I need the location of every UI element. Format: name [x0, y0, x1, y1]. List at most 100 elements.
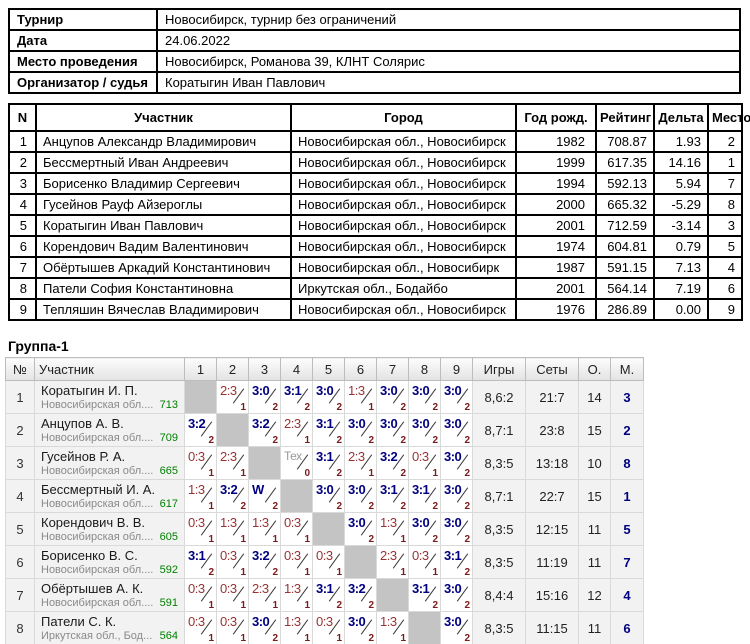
points-earned: 1 [336, 567, 342, 578]
score-cell: 2:3 1 [376, 545, 409, 579]
place-final: 5 [610, 512, 644, 546]
info-row: Турнир Новосибирск, турнир без ограничени… [8, 8, 741, 31]
points-earned: 2 [336, 468, 342, 479]
score-cell: 3:0 2 [408, 413, 441, 447]
group-row-number: 3 [5, 446, 35, 480]
score-value: 3:0 [444, 515, 462, 530]
player-number: 1 [8, 130, 37, 153]
score-cell: 3:0 2 [440, 479, 473, 513]
score-value: Тех [284, 449, 302, 463]
score-value: 3:1 [316, 581, 334, 596]
score-value: 0:3 [220, 548, 237, 563]
players-header-row: N Участник Город Год рожд. Рейтинг Дельта Мест… [8, 103, 750, 132]
place-final: 3 [610, 380, 644, 414]
group-row: 1 Коратыгин И. П. Новосибирская обл.... 713… [5, 380, 644, 414]
participant-name: Обёртышев А. К. [41, 581, 144, 596]
points-earned: 2 [368, 600, 374, 611]
score-value: 3:0 [348, 416, 366, 431]
group-participant-cell: Корендович В. В. Новосибирская обл.... 605 [34, 512, 185, 546]
self-cell [344, 545, 377, 579]
score-cell: 3:0 2 [312, 380, 345, 414]
score-value: 1:3 [220, 515, 237, 530]
points-earned: 1 [432, 468, 438, 479]
info-value: Новосибирск, турнир без ограничений [156, 8, 741, 31]
player-name: Обёртышев Аркадий Константинович [35, 256, 292, 279]
group-row-number: 5 [5, 512, 35, 546]
score-value: 3:0 [380, 383, 398, 398]
participant-region: Иркутская обл., Бод... [41, 630, 153, 642]
score-cell: 3:1 2 [312, 413, 345, 447]
score-value: 0:3 [412, 449, 429, 464]
score-value: 3:0 [444, 449, 462, 464]
points-earned: 2 [272, 501, 278, 512]
score-cell: 2:3 1 [216, 446, 249, 480]
score-cell: 2:3 1 [216, 380, 249, 414]
score-value: 3:2 [252, 416, 270, 431]
score-value: 3:2 [220, 482, 238, 497]
points-earned: 2 [432, 402, 438, 413]
player-place: 9 [707, 298, 743, 321]
score-cell: Тех 0 [280, 446, 313, 480]
player-name: Анцупов Александр Владимирович [35, 130, 292, 153]
players-column-header: Рейтинг [595, 103, 655, 132]
points-earned: 1 [272, 534, 278, 545]
points-earned: 2 [272, 633, 278, 644]
participant-rating: 592 [159, 564, 178, 576]
participant-name: Корендович В. В. [41, 515, 145, 530]
player-city: Новосибирская обл., Новосибирск [290, 214, 517, 237]
points-earned: 2 [272, 567, 278, 578]
points-earned: 1 [368, 402, 374, 413]
points-total: 15 [578, 413, 611, 447]
points-earned: 1 [304, 600, 310, 611]
participant-name: Бессмертный И. А. [41, 482, 156, 497]
points-earned: 1 [368, 468, 374, 479]
self-cell [184, 380, 217, 414]
participant-subline: Новосибирская обл.... 605 [41, 531, 180, 543]
score-value: 0:3 [188, 515, 205, 530]
score-cell: 3:0 2 [344, 413, 377, 447]
points-earned: 1 [240, 468, 246, 479]
score-cell: 3:1 2 [184, 545, 217, 579]
group-participant-cell: Борисенко В. С. Новосибирская обл.... 592 [34, 545, 185, 579]
score-value: 3:0 [444, 383, 462, 398]
score-cell: 0:3 1 [184, 512, 217, 546]
points-earned: 1 [304, 567, 310, 578]
points-earned: 1 [208, 468, 214, 479]
place-final: 1 [610, 479, 644, 513]
participant-region: Новосибирская обл.... [41, 498, 154, 510]
games-total: 8,3:5 [472, 611, 526, 644]
group-row-number: 7 [5, 578, 35, 612]
points-earned: 1 [304, 633, 310, 644]
score-value: 3:0 [444, 416, 462, 431]
games-total: 8,3:5 [472, 446, 526, 480]
participant-name: Борисенко В. С. [41, 548, 138, 563]
points-earned: 2 [464, 534, 470, 545]
player-row: 4 Гусейнов Рауф Айзероглы Новосибирская об… [8, 193, 743, 216]
player-delta: 7.13 [653, 256, 709, 279]
points-earned: 2 [432, 501, 438, 512]
score-value: 1:3 [380, 614, 397, 629]
points-earned: 2 [432, 600, 438, 611]
score-cell: 3:1 2 [440, 545, 473, 579]
points-total: 14 [578, 380, 611, 414]
score-value: 1:3 [284, 614, 301, 629]
player-rating: 712.59 [595, 214, 655, 237]
points-earned: 2 [368, 501, 374, 512]
player-birth-year: 1994 [515, 172, 597, 195]
group-column-number: № [5, 357, 35, 381]
self-cell [376, 578, 409, 612]
group-row-number: 1 [5, 380, 35, 414]
players-table: N Участник Город Год рожд. Рейтинг Дельта Мест… [8, 103, 750, 321]
points-earned: 1 [208, 600, 214, 611]
group-row: 8 Патели С. К. Иркутская обл., Бод... 564 0:… [5, 611, 644, 644]
points-earned: 1 [208, 501, 214, 512]
score-cell: 0:3 1 [216, 611, 249, 644]
score-cell: 3:0 2 [248, 380, 281, 414]
score-cell: 3:2 2 [376, 446, 409, 480]
player-birth-year: 2000 [515, 193, 597, 216]
score-value: 0:3 [316, 548, 333, 563]
participant-subline: Новосибирская обл.... 591 [41, 597, 180, 609]
participant-subline: Новосибирская обл.... 709 [41, 432, 180, 444]
